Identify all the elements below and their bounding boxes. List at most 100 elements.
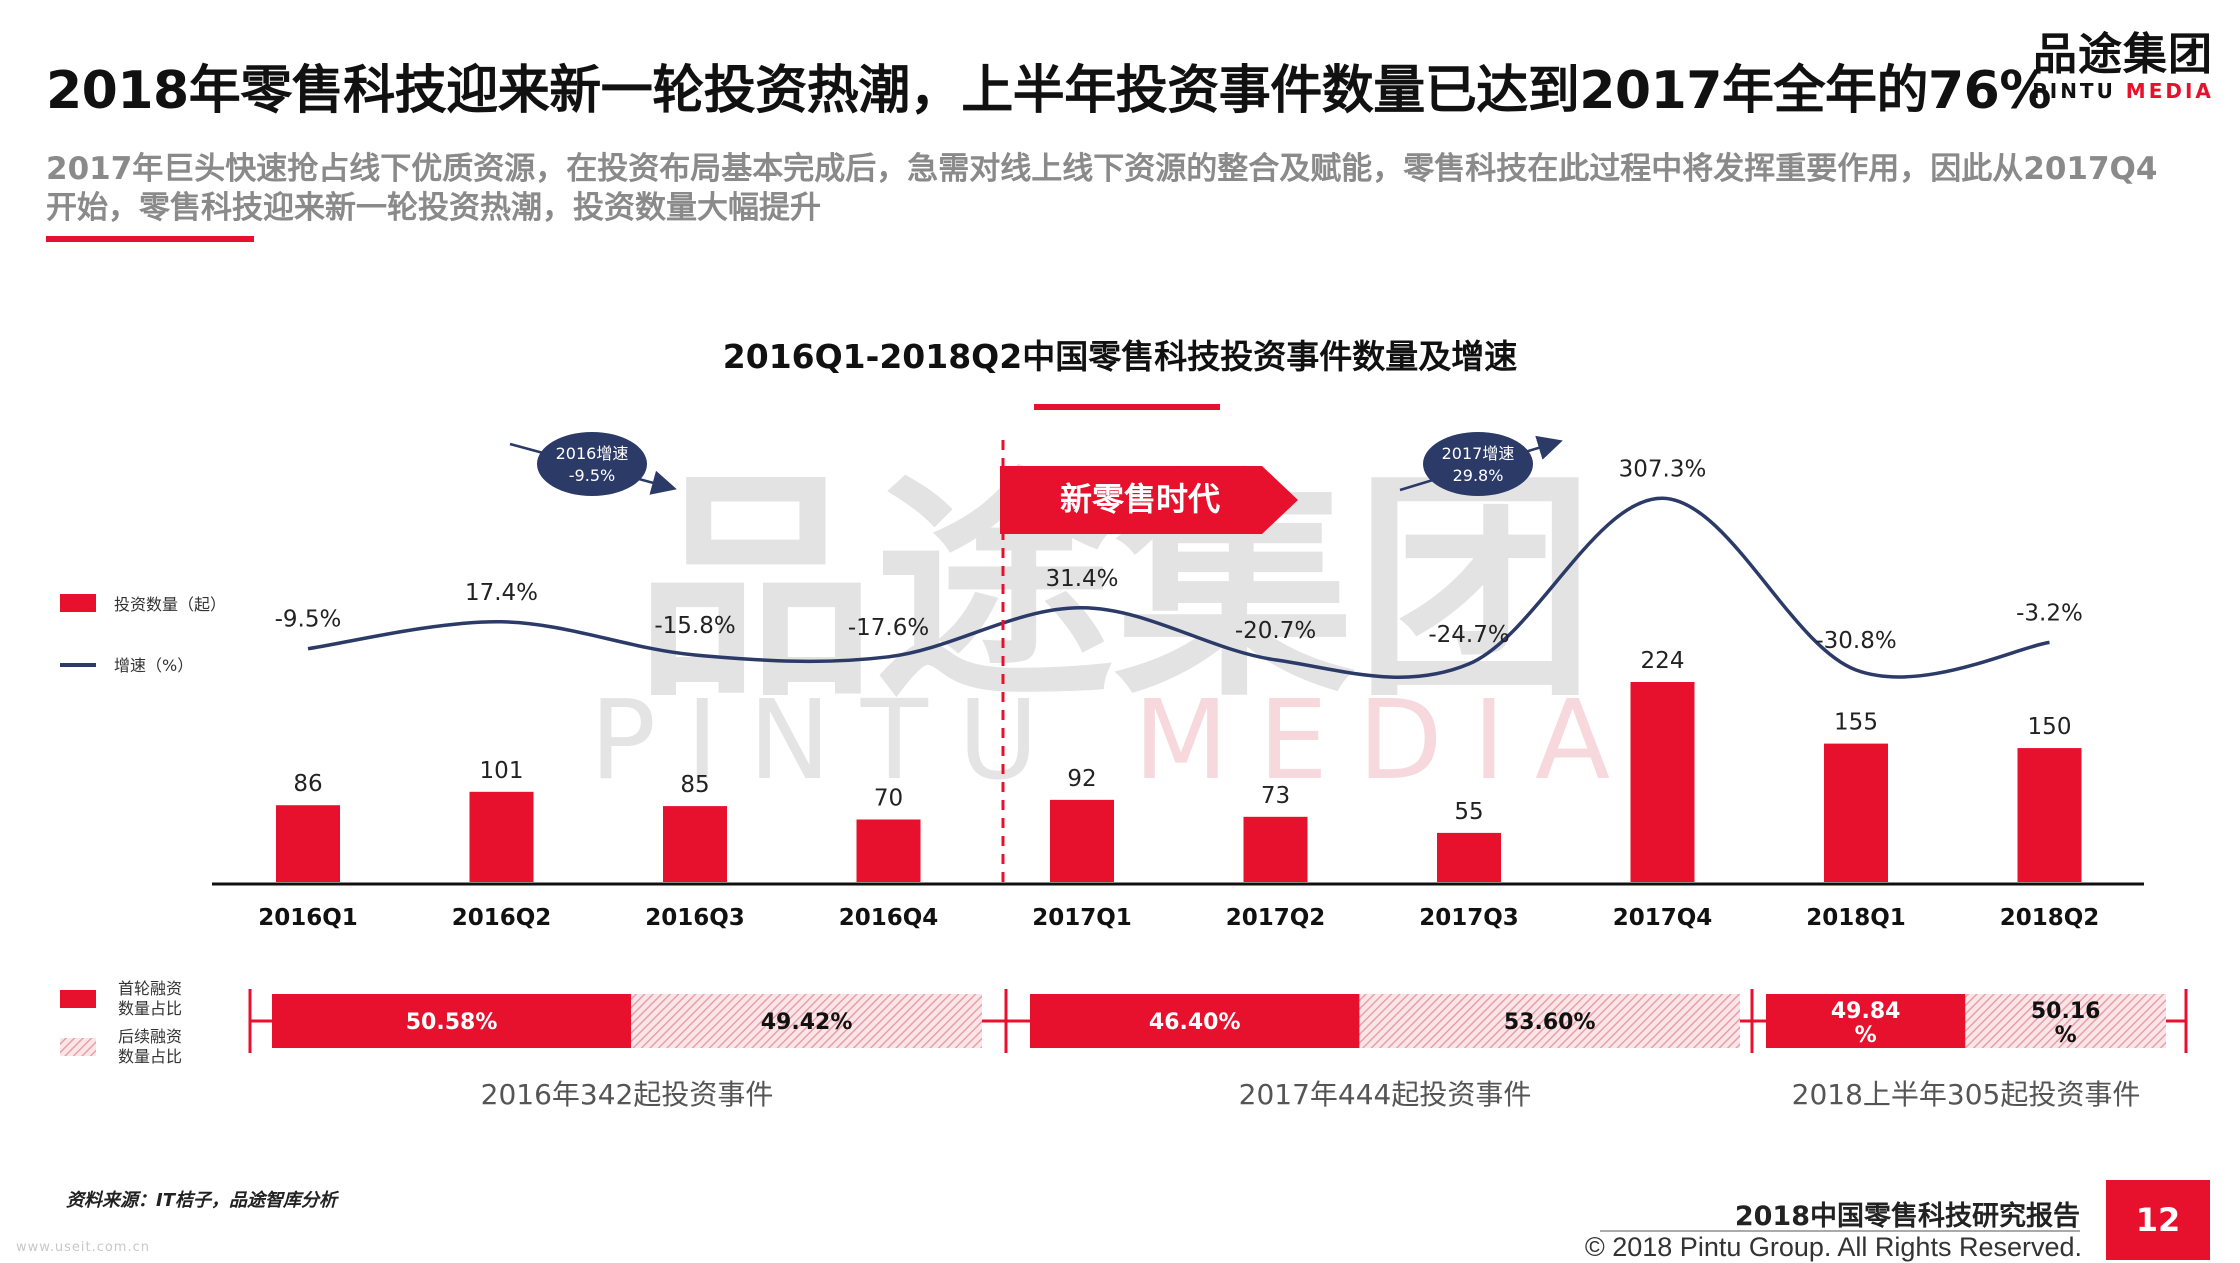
growth-value-label: -15.8%: [654, 613, 735, 639]
callout-bubble-2016: [537, 432, 647, 496]
first-round-pct: 46.40%: [1149, 1010, 1241, 1035]
category-label: 2017Q3: [1419, 905, 1519, 931]
chart-title-underline: [1034, 404, 1220, 410]
chart-legend: 投资数量（起） 增速（%）: [60, 594, 226, 675]
logo-english: PINTU MEDIA: [2028, 80, 2218, 102]
bar-value-label: 73: [1261, 783, 1290, 809]
group-caption: 2018上半年305起投资事件: [1792, 1078, 2141, 1111]
new-retail-banner: 新零售时代: [1000, 466, 1298, 534]
legend-first-round-line1: 首轮融资: [118, 979, 182, 998]
growth-value-label: -9.5%: [275, 607, 342, 633]
growth-value-label: 31.4%: [1045, 566, 1118, 592]
category-label: 2017Q1: [1032, 905, 1132, 931]
bar-value-label: 86: [293, 771, 322, 797]
legend-first-round-line2: 数量占比: [118, 999, 182, 1018]
growth-line: [307, 496, 2050, 679]
source-note: 资料来源：IT桔子，品途智库分析: [66, 1190, 337, 1211]
category-labels: 2016Q1 2016Q2 2016Q3 2016Q4 2017Q1 2017Q2 2017…: [258, 905, 2099, 931]
page-title: 2018年零售科技迎来新一轮投资热潮，上半年投资事件数量已达到2017年全年的7…: [46, 61, 2051, 121]
page-number: 12: [2106, 1180, 2210, 1260]
bar-2017Q3: [1437, 832, 1501, 882]
legend-bar-label: 投资数量（起）: [114, 595, 226, 614]
follow-round-pct: 49.42%: [761, 1010, 853, 1035]
category-label: 2018Q1: [1806, 905, 1906, 931]
follow-round-bar: [1359, 994, 1740, 1048]
follow-round-pct: 53.60%: [1504, 1010, 1596, 1035]
first-round-pct-unit: %: [1855, 1023, 1877, 1048]
pintu-logo: 品途集团 PINTU MEDIA: [2028, 29, 2218, 103]
legend-follow-round-line2: 数量占比: [118, 1047, 182, 1066]
bars-layer: 86 101 85 70 92 73 55 224 155 150: [276, 648, 2082, 882]
legend-first-round-swatch: [60, 990, 96, 1008]
category-label: 2016Q4: [839, 905, 939, 931]
page-subtitle: 2017年巨头快速抢占线下优质资源，在投资布局基本完成后，急需对线上线下资源的整…: [46, 151, 2158, 226]
first-round-pct: 50.58%: [406, 1010, 498, 1035]
first-round-bar: [1030, 994, 1360, 1048]
website-watermark: www.useit.com.cn: [16, 1240, 150, 1255]
callout-2017-line2: 29.8%: [1453, 466, 1504, 485]
bar-value-label: 92: [1067, 766, 1096, 792]
bar-value-label: 150: [2028, 714, 2072, 740]
growth-value-label: 17.4%: [465, 580, 538, 606]
first-round-bar: [272, 994, 632, 1048]
bar-2018Q2: [2017, 748, 2082, 882]
callout-2016-line1: 2016增速: [556, 444, 629, 463]
bar-2017Q2: [1243, 816, 1308, 882]
follow-round-pct-unit: %: [2055, 1023, 2077, 1048]
category-label: 2018Q2: [2000, 905, 2100, 931]
bar-value-label: 155: [1834, 710, 1878, 736]
banner-label: 新零售时代: [1060, 480, 1220, 518]
bar-value-label: 70: [874, 786, 903, 812]
legend-follow-round-line1: 后续融资: [118, 1027, 182, 1046]
growth-value-label: -30.8%: [1815, 628, 1896, 654]
bar-2017Q4: [1630, 682, 1695, 882]
follow-round-bar: [631, 994, 982, 1048]
legend-follow-round-swatch: [60, 1038, 96, 1056]
category-label: 2016Q2: [452, 905, 552, 931]
banner-shape: [1000, 466, 1298, 534]
group-caption: 2016年342起投资事件: [481, 1078, 774, 1111]
callout-2017-line1: 2017增速: [1442, 444, 1515, 463]
callout-2016-line2: -9.5%: [569, 466, 615, 485]
stacked-legend: 首轮融资 数量占比 后续融资 数量占比: [60, 979, 182, 1066]
growth-value-label: -20.7%: [1235, 618, 1316, 644]
copyright: © 2018 Pintu Group. All Rights Reserved.: [1584, 1232, 2082, 1262]
bar-2017Q1: [1050, 799, 1114, 882]
report-title-rule: [1600, 1230, 2080, 1232]
bar-value-label: 224: [1641, 648, 1685, 674]
logo-media: MEDIA: [2125, 79, 2214, 103]
growth-value-label: -3.2%: [2016, 600, 2083, 626]
watermark-english: PINTU MEDIA: [590, 676, 1641, 804]
logo-chinese: 品途集团: [2033, 29, 2213, 80]
bar-value-label: 101: [480, 758, 524, 784]
bar-2016Q3: [663, 806, 727, 882]
growth-value-label: 307.3%: [1619, 456, 1707, 482]
follow-round-pct: 50.16: [2031, 999, 2101, 1024]
legend-bar-swatch: [60, 594, 96, 612]
bar-value-label: 85: [680, 772, 709, 798]
bar-2018Q1: [1824, 743, 1888, 882]
first-round-bar: [1766, 994, 1966, 1048]
bar-2016Q2: [469, 791, 534, 882]
follow-round-bar: [1965, 994, 2166, 1048]
subtitle-underline: [46, 236, 254, 242]
chart-title: 2016Q1-2018Q2中国零售科技投资事件数量及增速: [722, 337, 1518, 376]
bar-2016Q4: [856, 819, 921, 882]
callout-2017: 2017增速 29.8%: [1399, 432, 1563, 496]
callout-2016: 2016增速 -9.5%: [509, 432, 677, 496]
logo-pintu: PINTU: [2032, 79, 2116, 103]
growth-value-label: -24.7%: [1428, 622, 1509, 648]
legend-line-label: 增速（%）: [114, 656, 193, 675]
report-title: 2018中国零售科技研究报告: [1734, 1201, 2080, 1232]
category-label: 2017Q4: [1613, 905, 1713, 931]
category-label: 2016Q3: [645, 905, 745, 931]
callout-bubble-2017: [1423, 432, 1533, 496]
first-round-pct: 49.84: [1831, 999, 1901, 1024]
bar-2016Q1: [276, 805, 340, 882]
category-label: 2017Q2: [1226, 905, 1326, 931]
stacked-bars: 50.58% 49.42% 2016年342起投资事件 46.40% 53.60% 201…: [248, 989, 2188, 1111]
group-caption: 2017年444起投资事件: [1239, 1078, 1532, 1111]
bar-value-label: 55: [1454, 799, 1483, 825]
category-label: 2016Q1: [258, 905, 358, 931]
